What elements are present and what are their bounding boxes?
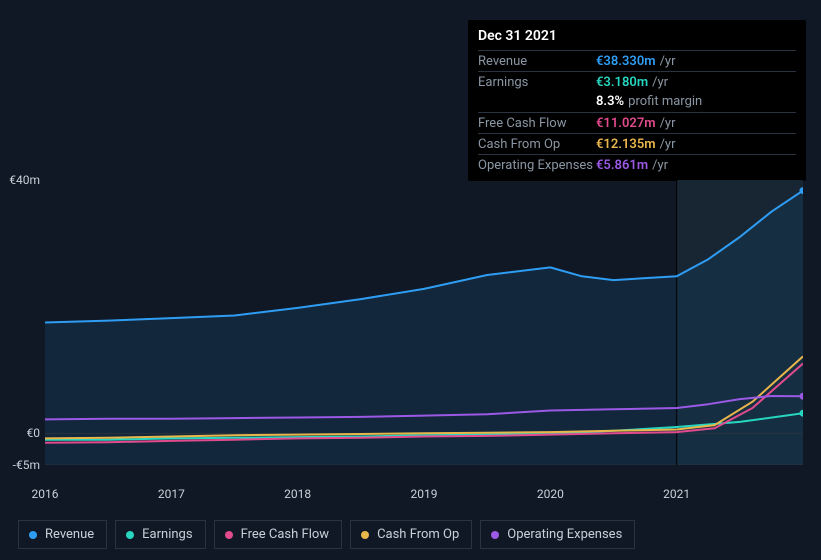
tooltip-row: Operating Expenses€5.861m/yr xyxy=(478,154,796,175)
tooltip-row: Free Cash Flow€11.027m/yr xyxy=(478,112,796,133)
legend-swatch xyxy=(126,531,134,539)
y-axis-label: -€5m xyxy=(0,458,40,472)
tooltip-row: Revenue€38.330m/yr xyxy=(478,50,796,71)
legend-swatch xyxy=(491,531,499,539)
x-axis-label: 2019 xyxy=(411,487,438,501)
legend-swatch xyxy=(225,531,233,539)
chart-legend: Revenue Earnings Free Cash Flow Cash From O… xyxy=(18,520,635,549)
tooltip-row-unit: /yr xyxy=(652,158,668,173)
x-axis-label: 2016 xyxy=(32,487,59,501)
tooltip-row-label: Revenue xyxy=(478,54,596,69)
tooltip-subrow: 8.3% profit margin xyxy=(478,92,796,112)
x-axis-label: 2021 xyxy=(663,487,690,501)
tooltip-row-label: Operating Expenses xyxy=(478,158,596,173)
tooltip-row: Earnings€3.180m/yr xyxy=(478,71,796,92)
tooltip-row-unit: /yr xyxy=(660,137,676,152)
tooltip-row-value: €11.027m xyxy=(596,116,656,131)
tooltip-row-value: €5.861m xyxy=(596,158,648,173)
tooltip-sub-value: 8.3% xyxy=(596,94,624,109)
legend-swatch xyxy=(361,531,369,539)
tooltip-row-label: Earnings xyxy=(478,75,596,90)
legend-label: Free Cash Flow xyxy=(241,527,329,542)
tooltip-row-label: Free Cash Flow xyxy=(478,116,596,131)
financials-line-chart xyxy=(45,180,803,465)
tooltip-row-unit: /yr xyxy=(660,54,676,69)
x-axis-label: 2017 xyxy=(158,487,185,501)
tooltip-panel: Dec 31 2021Revenue€38.330m/yrEarnings€3.… xyxy=(468,20,806,181)
legend-item-cfo[interactable]: Cash From Op xyxy=(350,520,472,549)
legend-label: Cash From Op xyxy=(377,527,459,542)
tooltip-title: Dec 31 2021 xyxy=(478,28,796,44)
tooltip-row-unit: /yr xyxy=(652,75,668,90)
x-axis-label: 2020 xyxy=(537,487,564,501)
tooltip-row-label: Cash From Op xyxy=(478,137,596,152)
y-axis-label: €40m xyxy=(0,173,40,187)
tooltip-row-unit: /yr xyxy=(660,116,676,131)
legend-swatch xyxy=(29,531,37,539)
legend-label: Earnings xyxy=(142,527,192,542)
tooltip-row-value: €12.135m xyxy=(596,137,656,152)
legend-item-revenue[interactable]: Revenue xyxy=(18,520,107,549)
tooltip-sub-text: profit margin xyxy=(628,94,702,109)
tooltip-row: Cash From Op€12.135m/yr xyxy=(478,133,796,154)
tooltip-row-value: €3.180m xyxy=(596,75,648,90)
tooltip-row-value: €38.330m xyxy=(596,54,656,69)
legend-label: Operating Expenses xyxy=(507,527,622,542)
legend-item-earnings[interactable]: Earnings xyxy=(115,520,205,549)
x-axis-label: 2018 xyxy=(284,487,311,501)
legend-item-opex[interactable]: Operating Expenses xyxy=(480,520,635,549)
legend-label: Revenue xyxy=(45,527,94,542)
legend-item-fcf[interactable]: Free Cash Flow xyxy=(214,520,342,549)
y-axis-label: €0 xyxy=(0,426,40,440)
